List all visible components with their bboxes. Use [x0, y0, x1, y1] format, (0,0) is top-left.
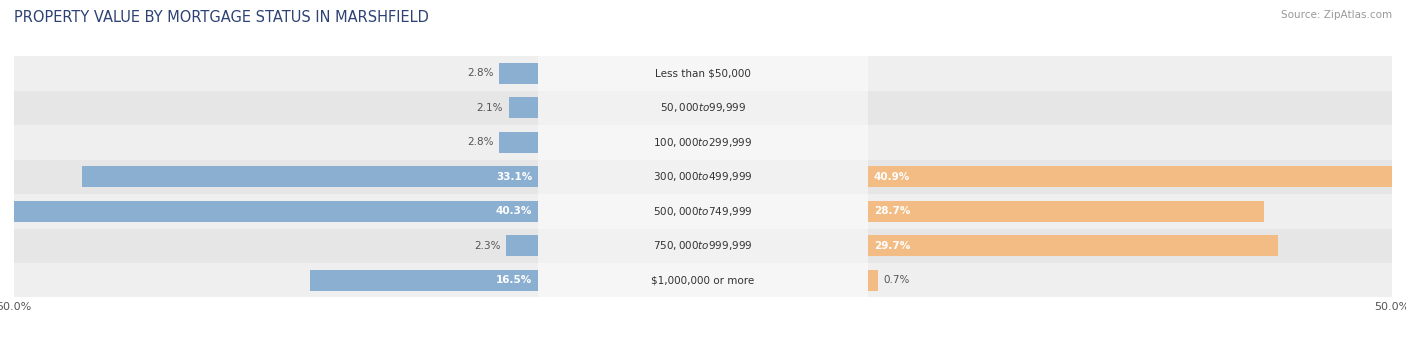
- Text: 2.3%: 2.3%: [474, 241, 501, 251]
- Text: $50,000 to $99,999: $50,000 to $99,999: [659, 101, 747, 114]
- Text: $100,000 to $299,999: $100,000 to $299,999: [654, 136, 752, 149]
- Bar: [869, 235, 1278, 256]
- Bar: [537, 194, 869, 228]
- Bar: [14, 90, 1392, 125]
- Bar: [869, 270, 877, 291]
- Text: $500,000 to $749,999: $500,000 to $749,999: [654, 205, 752, 218]
- Text: 29.7%: 29.7%: [875, 241, 910, 251]
- Bar: [14, 159, 1392, 194]
- Text: $1,000,000 or more: $1,000,000 or more: [651, 275, 755, 285]
- Bar: [499, 63, 537, 84]
- Text: $300,000 to $499,999: $300,000 to $499,999: [654, 170, 752, 183]
- Bar: [311, 270, 537, 291]
- Text: Less than $50,000: Less than $50,000: [655, 68, 751, 78]
- Text: Source: ZipAtlas.com: Source: ZipAtlas.com: [1281, 10, 1392, 20]
- Text: 0.7%: 0.7%: [883, 275, 910, 285]
- Bar: [506, 235, 537, 256]
- Text: 40.3%: 40.3%: [496, 206, 531, 216]
- Text: 28.7%: 28.7%: [875, 206, 910, 216]
- Text: 2.8%: 2.8%: [467, 68, 494, 78]
- Bar: [537, 56, 869, 90]
- Bar: [869, 201, 1264, 222]
- Text: 16.5%: 16.5%: [496, 275, 531, 285]
- Bar: [14, 228, 1392, 263]
- Bar: [14, 194, 1392, 228]
- Text: 2.1%: 2.1%: [477, 103, 503, 113]
- Bar: [509, 98, 537, 118]
- Bar: [82, 167, 537, 187]
- Bar: [537, 228, 869, 263]
- Bar: [499, 132, 537, 153]
- Text: $750,000 to $999,999: $750,000 to $999,999: [654, 239, 752, 252]
- Bar: [537, 125, 869, 159]
- Text: 33.1%: 33.1%: [496, 172, 531, 182]
- Bar: [14, 263, 1392, 298]
- Bar: [0, 201, 537, 222]
- Bar: [14, 56, 1392, 90]
- Bar: [537, 90, 869, 125]
- Text: 40.9%: 40.9%: [875, 172, 910, 182]
- Bar: [537, 159, 869, 194]
- Text: PROPERTY VALUE BY MORTGAGE STATUS IN MARSHFIELD: PROPERTY VALUE BY MORTGAGE STATUS IN MAR…: [14, 10, 429, 25]
- Bar: [869, 167, 1406, 187]
- Bar: [537, 263, 869, 298]
- Text: 2.8%: 2.8%: [467, 137, 494, 147]
- Bar: [14, 125, 1392, 159]
